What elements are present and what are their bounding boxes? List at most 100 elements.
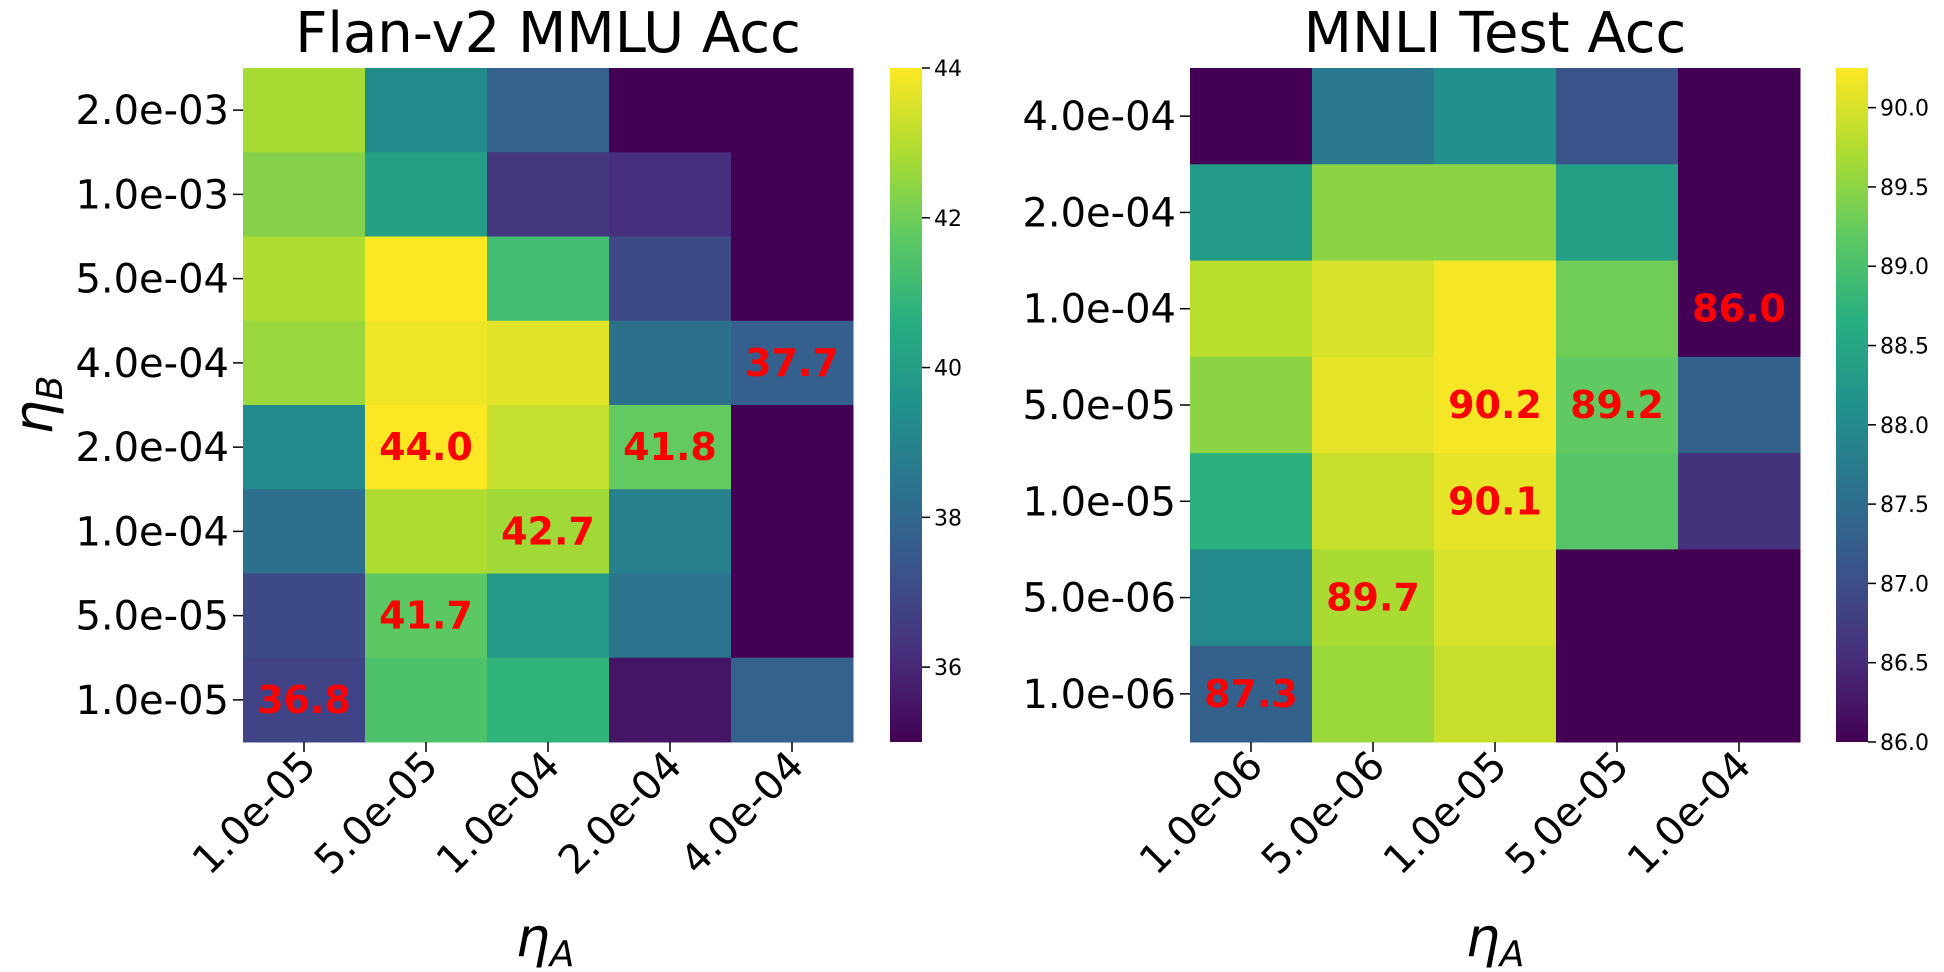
heatmap-cell (365, 405, 488, 490)
y-tick-label: 1.0e-04 (1022, 287, 1176, 333)
heatmap-cell (365, 68, 488, 153)
y-axis-label: ηB (2, 376, 71, 435)
heatmap-cell (609, 152, 732, 237)
y-axis-ticks: 4.0e-04 2.0e-04 1.0e-04 5.0e-05 1.0e-05 5.0e-… (1022, 94, 1190, 718)
heatmap-cell (1678, 645, 1801, 743)
heatmap-cell (1556, 645, 1679, 743)
heatmap-cell (609, 68, 732, 153)
x-tick-label: 1.0e-04 (428, 743, 569, 884)
cell-annotation: 89.7 (1326, 576, 1420, 620)
heatmap-cell (365, 320, 488, 406)
y-tick-label: 5.0e-04 (75, 257, 229, 303)
colorbar-tick-label: 88.5 (1880, 335, 1929, 360)
y-tick-label: 1.0e-03 (75, 172, 229, 218)
x-tick-label: 5.0e-06 (1253, 743, 1394, 884)
heatmap-cell (1556, 453, 1679, 550)
heatmap-cell (487, 68, 610, 153)
heatmap-cell (487, 236, 610, 322)
heatmap-cell (731, 152, 854, 237)
heatmap-cell (243, 405, 366, 490)
heatmap-cell (1434, 453, 1557, 550)
y-tick-label: 5.0e-05 (75, 594, 229, 640)
heatmap-cell (609, 489, 732, 574)
colorbar-tick-label: 88.0 (1880, 414, 1929, 439)
heatmap-cell (1678, 356, 1801, 454)
heatmap-cell (731, 68, 854, 153)
x-axis-label: ηA (516, 906, 575, 972)
heatmap-cell (487, 152, 610, 237)
heatmap-cell (1312, 356, 1435, 454)
cell-annotation: 41.8 (623, 425, 717, 469)
heatmap-cell (609, 405, 732, 490)
heatmap-cell (1556, 356, 1679, 454)
cell-annotations: 37.7 44.0 41.8 42.7 41.7 36.8 (257, 341, 839, 722)
cell-annotation: 41.7 (379, 594, 473, 638)
y-tick-label: 1.0e-05 (1022, 479, 1176, 525)
heatmap-cell (1678, 260, 1801, 358)
heatmap-cell (1678, 68, 1801, 165)
heatmap-cells (243, 68, 854, 743)
x-tick-label: 1.0e-05 (184, 743, 325, 884)
heatmap-cell (365, 236, 488, 322)
colorbar-tick-label: 90.0 (1880, 97, 1929, 122)
heatmap-cell (1312, 164, 1435, 262)
y-tick-label: 4.0e-04 (75, 341, 229, 387)
heatmap-cell (365, 152, 488, 237)
y-tick-label: 5.0e-05 (1022, 383, 1176, 429)
heatmap-cell (243, 573, 366, 659)
heatmap-cell (1190, 260, 1313, 358)
heatmap-cell (1190, 356, 1313, 454)
cell-annotation: 44.0 (379, 425, 473, 469)
x-axis-label: ηA (1466, 906, 1525, 972)
heatmap-cell (1434, 356, 1557, 454)
x-tick-label: 1.0e-04 (1619, 743, 1760, 884)
cell-annotation: 42.7 (501, 509, 595, 553)
heatmap-cell (1434, 645, 1557, 743)
y-tick-label: 1.0e-04 (75, 509, 229, 555)
x-tick-label: 4.0e-04 (672, 743, 813, 884)
heatmap-cell (609, 573, 732, 659)
heatmap-cell (243, 657, 366, 743)
colorbar-tick-label: 42 (934, 207, 962, 232)
cell-annotation: 87.3 (1204, 672, 1298, 716)
cell-annotation: 86.0 (1692, 287, 1786, 331)
heatmap-cell (1312, 68, 1435, 165)
y-axis-ticks: 2.0e-03 1.0e-03 5.0e-04 4.0e-04 2.0e-04 1.0e-… (75, 88, 243, 724)
heatmap-cell (1190, 645, 1313, 743)
heatmap-cell (487, 573, 610, 659)
heatmap-cell (1556, 164, 1679, 262)
x-axis-ticks: 1.0e-055.0e-051.0e-042.0e-044.0e-04 (184, 742, 813, 884)
heatmap-cell (1190, 68, 1313, 165)
heatmap-cell (243, 489, 366, 574)
cell-annotations: 86.0 90.2 89.2 90.1 89.7 87.3 (1204, 287, 1786, 716)
colorbar-tick-label: 44 (934, 57, 962, 82)
heatmap-cell (1312, 453, 1435, 550)
heatmap-cell (487, 320, 610, 406)
heatmap-cell (1678, 164, 1801, 262)
y-tick-label: 1.0e-06 (1022, 672, 1176, 718)
heatmap-cell (1190, 549, 1313, 647)
heatmap-cell (1556, 260, 1679, 358)
colorbar-tick-label: 87.0 (1880, 572, 1929, 597)
colorbar-tick-label: 38 (934, 506, 962, 531)
heatmap-cell (1434, 549, 1557, 647)
heatmap-cell (243, 152, 366, 237)
x-tick-label: 2.0e-04 (550, 743, 691, 884)
y-tick-label: 2.0e-04 (1022, 190, 1176, 236)
colorbar-tick-label: 89.5 (1880, 176, 1929, 201)
heatmap-cell (731, 320, 854, 406)
heatmap-cell (1556, 549, 1679, 647)
heatmap-panel-mmlu: Flan-v2 MMLU Acc 37.7 44.0 41.8 42.7 41.7 36.… (2, 1, 962, 972)
cell-annotation: 90.2 (1448, 383, 1542, 427)
heatmap-cell (1190, 164, 1313, 262)
x-axis-ticks: 1.0e-065.0e-061.0e-055.0e-051.0e-04 (1131, 742, 1760, 884)
chart-title: Flan-v2 MMLU Acc (295, 1, 801, 66)
colorbar-tick-label: 89.0 (1880, 255, 1929, 280)
cell-annotation: 36.8 (257, 678, 351, 722)
colorbar (890, 68, 922, 742)
cell-annotation: 90.1 (1448, 479, 1542, 523)
heatmap-cell (609, 320, 732, 406)
heatmap-cell (243, 236, 366, 322)
x-tick-label: 5.0e-05 (1497, 743, 1638, 884)
y-tick-label: 4.0e-04 (1022, 94, 1176, 140)
